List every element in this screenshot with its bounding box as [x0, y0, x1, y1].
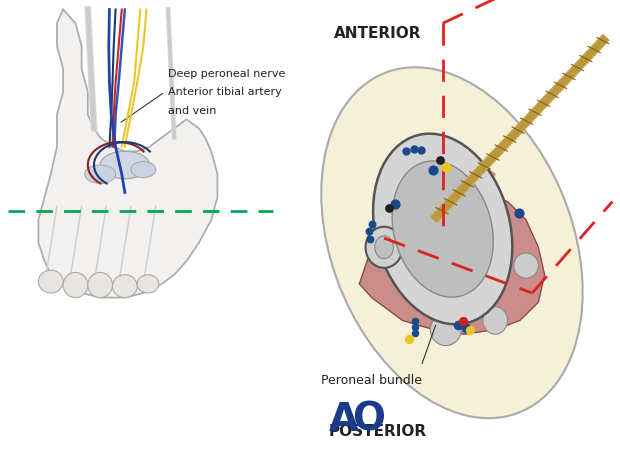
Text: ANTERIOR: ANTERIOR: [334, 26, 422, 41]
Polygon shape: [360, 193, 544, 335]
Point: [441, 164, 451, 172]
Text: POSTERIOR: POSTERIOR: [329, 423, 427, 438]
Point: [466, 326, 476, 334]
Ellipse shape: [131, 162, 156, 178]
Text: and vein: and vein: [168, 106, 216, 116]
Point: [458, 318, 468, 325]
Point: [404, 336, 414, 343]
Point: [416, 147, 426, 155]
Point: [428, 167, 438, 174]
Point: [366, 236, 376, 243]
Text: O: O: [352, 400, 385, 438]
Ellipse shape: [392, 162, 494, 297]
Polygon shape: [38, 11, 218, 298]
Ellipse shape: [100, 152, 149, 179]
Text: Anterior tibial artery: Anterior tibial artery: [168, 87, 281, 97]
Point: [513, 210, 523, 217]
Ellipse shape: [38, 270, 63, 293]
Ellipse shape: [366, 227, 402, 268]
Ellipse shape: [137, 275, 159, 293]
Point: [461, 325, 471, 332]
Ellipse shape: [375, 236, 393, 259]
Point: [410, 324, 420, 331]
Ellipse shape: [321, 68, 583, 418]
Ellipse shape: [373, 134, 512, 325]
Point: [410, 330, 420, 337]
Point: [367, 221, 377, 229]
Polygon shape: [390, 161, 495, 193]
Ellipse shape: [85, 166, 115, 184]
Point: [401, 148, 410, 156]
Point: [364, 228, 374, 235]
Point: [435, 157, 445, 165]
Point: [409, 146, 419, 153]
Ellipse shape: [63, 273, 88, 298]
Point: [410, 318, 420, 325]
Point: [453, 322, 463, 329]
Ellipse shape: [514, 253, 538, 279]
Ellipse shape: [483, 307, 508, 335]
Text: Peroneal bundle: Peroneal bundle: [321, 374, 422, 386]
Text: Deep peroneal nerve: Deep peroneal nerve: [168, 69, 285, 79]
Point: [384, 205, 394, 213]
Ellipse shape: [430, 314, 461, 346]
Point: [390, 201, 400, 208]
Ellipse shape: [88, 273, 112, 298]
Ellipse shape: [112, 275, 137, 298]
Text: A: A: [329, 400, 359, 438]
